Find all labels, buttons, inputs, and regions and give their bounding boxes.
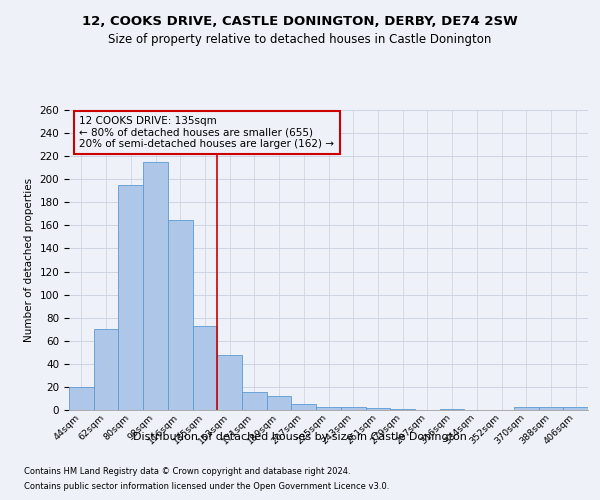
Y-axis label: Number of detached properties: Number of detached properties [24,178,34,342]
Text: Distribution of detached houses by size in Castle Donington: Distribution of detached houses by size … [133,432,467,442]
Text: Size of property relative to detached houses in Castle Donington: Size of property relative to detached ho… [109,32,491,46]
Bar [292,404,316,410]
Text: Contains public sector information licensed under the Open Government Licence v3: Contains public sector information licen… [24,482,389,491]
Text: 12 COOKS DRIVE: 135sqm
← 80% of detached houses are smaller (655)
20% of semi-de: 12 COOKS DRIVE: 135sqm ← 80% of detached… [79,116,334,149]
Bar [390,409,415,410]
Bar [539,406,563,410]
Bar [563,406,588,410]
Bar [514,406,539,410]
Bar [242,392,267,410]
Bar [168,220,193,410]
Text: Contains HM Land Registry data © Crown copyright and database right 2024.: Contains HM Land Registry data © Crown c… [24,467,350,476]
Bar [193,326,217,410]
Bar [341,406,365,410]
Bar [440,409,464,410]
Bar [143,162,168,410]
Bar [69,387,94,410]
Bar [365,408,390,410]
Bar [118,185,143,410]
Bar [316,406,341,410]
Bar [217,354,242,410]
Text: 12, COOKS DRIVE, CASTLE DONINGTON, DERBY, DE74 2SW: 12, COOKS DRIVE, CASTLE DONINGTON, DERBY… [82,15,518,28]
Bar [267,396,292,410]
Bar [94,329,118,410]
